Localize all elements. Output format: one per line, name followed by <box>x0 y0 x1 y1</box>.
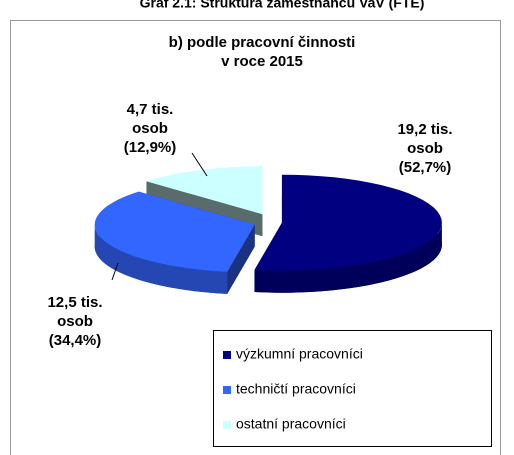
data-label: (52,7%) <box>399 159 452 176</box>
data-label: (34,4%) <box>49 332 102 349</box>
data-label: (12,9%) <box>124 139 177 156</box>
slice-top <box>254 174 442 271</box>
legend-label: ostatní pracovníci <box>236 416 346 432</box>
chart-title: v roce 2015 <box>221 53 303 70</box>
legend-swatch <box>223 386 231 394</box>
legend-label: techničtí pracovníci <box>236 381 356 397</box>
data-label: osob <box>57 313 93 330</box>
slice-top <box>146 166 263 215</box>
data-label: osob <box>132 120 168 137</box>
chart-title: b) podle pracovní činnosti <box>169 34 356 51</box>
pie-slice <box>254 174 442 293</box>
slice-wall <box>94 224 228 294</box>
leader-line <box>111 262 119 281</box>
pie-slice <box>94 191 255 294</box>
data-label: 4,7 tis. <box>127 101 174 118</box>
data-label: 19,2 tis. <box>397 121 452 138</box>
slice-wall <box>254 222 442 293</box>
slice-top <box>94 191 255 272</box>
data-label: osob <box>407 140 443 157</box>
legend-label: výzkumní pracovníci <box>236 346 363 362</box>
page-header: Graf 2.1: Struktura zaměstnanců VaV (FTE… <box>140 0 425 11</box>
leader-line <box>191 152 208 177</box>
legend-box <box>213 330 492 447</box>
legend-swatch <box>223 351 231 359</box>
legend-swatch <box>223 421 231 429</box>
data-label: 12,5 tis. <box>47 294 102 311</box>
